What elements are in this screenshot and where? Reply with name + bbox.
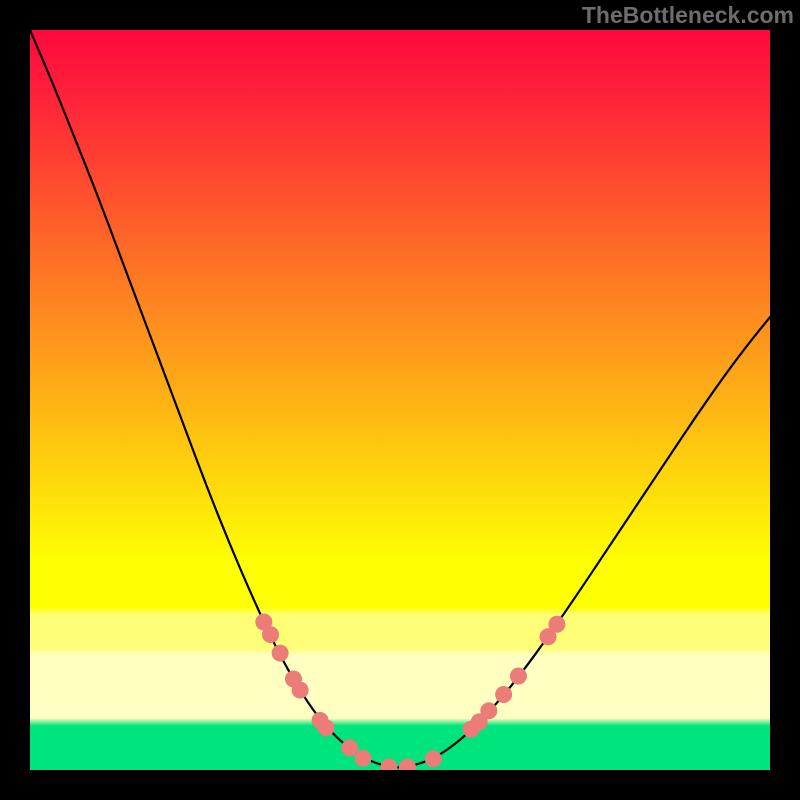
curve-marker	[548, 616, 565, 633]
curve-marker	[341, 739, 358, 756]
curve-marker	[510, 668, 527, 685]
curve-marker	[355, 750, 372, 767]
curve-marker	[318, 719, 335, 736]
curve-marker	[495, 686, 512, 703]
curve-marker	[480, 702, 497, 719]
outer-frame: TheBottleneck.com	[0, 0, 800, 800]
curve-marker	[292, 682, 309, 699]
watermark-text: TheBottleneck.com	[582, 2, 794, 29]
curve-marker	[425, 750, 442, 767]
bottleneck-chart	[30, 30, 770, 770]
curve-marker	[262, 626, 279, 643]
gradient-background	[30, 30, 770, 770]
curve-marker	[272, 645, 289, 662]
